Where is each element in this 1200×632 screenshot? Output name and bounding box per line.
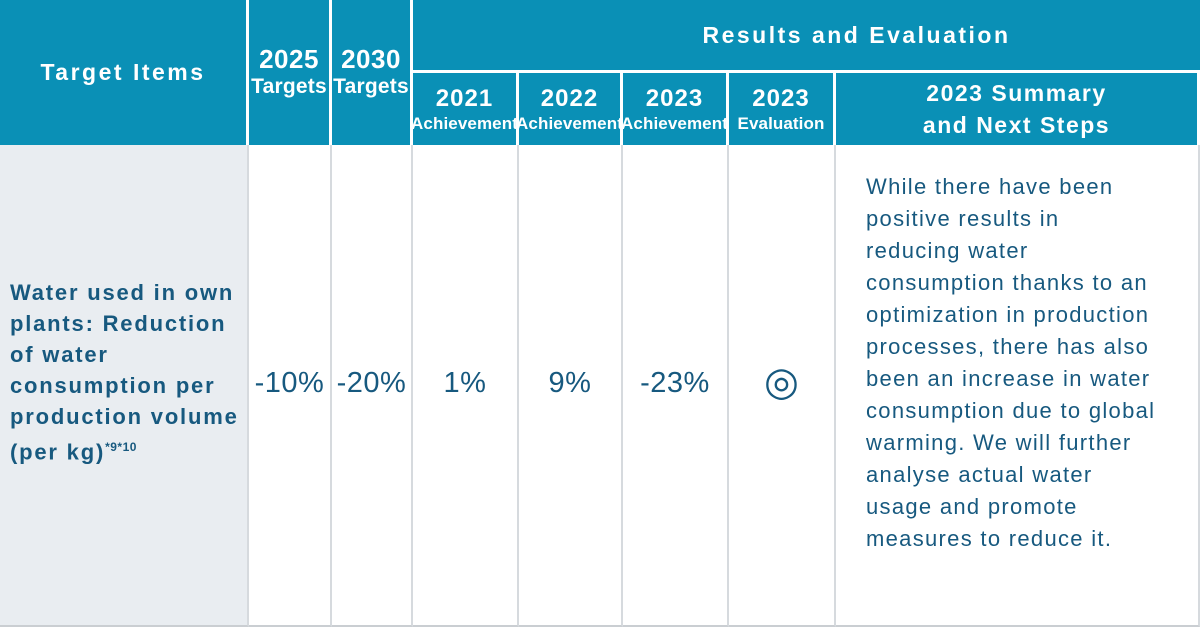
header-2022-achievement: 2022 Achievement — [516, 73, 623, 145]
header-2023-achievement: 2023 Achievement — [621, 73, 729, 145]
header-target-items-label: Target Items — [40, 59, 206, 86]
header-2021-label: Achievement — [411, 113, 518, 133]
header-2023-evaluation-year: 2023 — [752, 84, 810, 112]
value-2022-achievement: 9% — [548, 366, 592, 399]
header-2022-label: Achievement — [516, 113, 623, 133]
cell-2030-target-value: -20% — [332, 145, 413, 627]
header-2030-year: 2030 — [341, 44, 401, 75]
double-circle-evaluation-icon: ◎ — [764, 360, 799, 404]
header-results-and-evaluation-label: Results and Evaluation — [702, 21, 1011, 48]
target-item-text: Water used in own plants: Reduction of w… — [10, 277, 241, 467]
value-2025-target: -10% — [254, 366, 325, 399]
header-2023-summary-line1: 2023 Summary — [926, 79, 1107, 106]
header-2023-evaluation-label: Evaluation — [737, 113, 825, 133]
value-2023-achievement: -23% — [640, 366, 710, 399]
header-2023-summary-line2: and Next Steps — [922, 112, 1111, 138]
cell-target-item: Water used in own plants: Reduction of w… — [0, 145, 249, 627]
header-2025-targets: 2025 Targets — [249, 0, 332, 145]
cell-2023-summary: While there have been positive results i… — [836, 145, 1200, 627]
header-results-and-evaluation: Results and Evaluation — [413, 0, 1200, 73]
footnote-marker: *9*10 — [105, 439, 137, 454]
header-target-items: Target Items — [0, 0, 249, 145]
target-item-main-text: Water used in own plants: Reduction of w… — [10, 279, 239, 465]
summary-text: While there have been positive results i… — [866, 174, 1156, 551]
cell-2023-achievement-value: -23% — [623, 145, 729, 627]
header-2023-achievement-year: 2023 — [645, 84, 704, 112]
header-2025-year: 2025 — [259, 44, 319, 75]
cell-2022-achievement-value: 9% — [519, 145, 623, 627]
header-2025-label: Targets — [251, 75, 327, 99]
cell-2021-achievement-value: 1% — [413, 145, 519, 627]
header-2023-achievement-label: Achievement — [621, 113, 728, 133]
header-2023-summary: 2023 Summary and Next Steps — [836, 73, 1200, 145]
cell-2023-evaluation: ◎ — [729, 145, 836, 627]
header-2030-targets: 2030 Targets — [332, 0, 413, 145]
cell-2025-target-value: -10% — [249, 145, 332, 627]
value-2030-target: -20% — [336, 366, 407, 399]
header-2021-achievement: 2021 Achievement — [411, 73, 519, 145]
header-2030-label: Targets — [333, 75, 409, 99]
header-2023-evaluation: 2023 Evaluation — [729, 73, 836, 145]
value-2021-achievement: 1% — [443, 366, 487, 399]
header-2021-year: 2021 — [435, 84, 494, 112]
header-2022-year: 2022 — [540, 84, 599, 112]
